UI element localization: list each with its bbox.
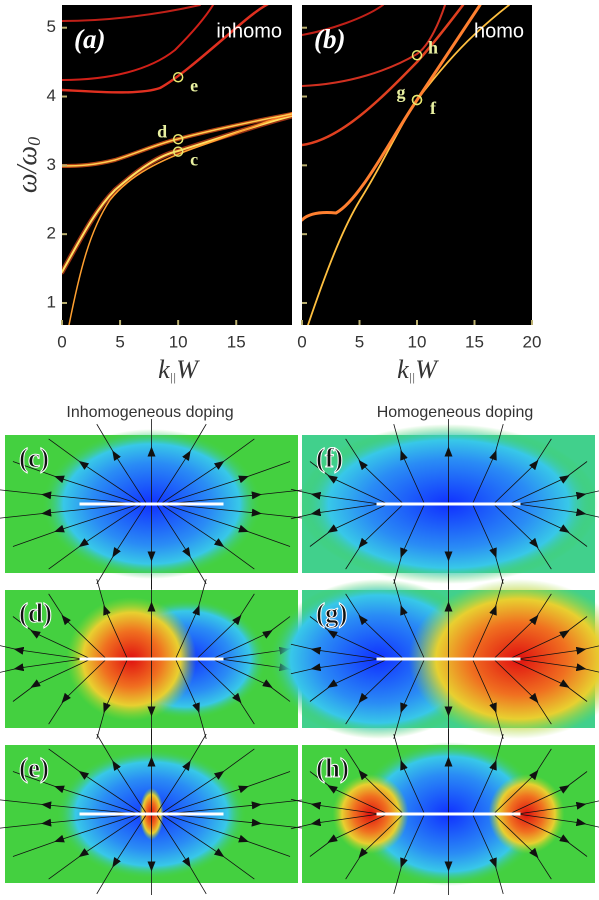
field-map: (h) (291, 729, 599, 895)
column-title: Inhomogeneous doping (66, 404, 233, 421)
x-tick-label: 20 (523, 332, 542, 351)
point-label: g (397, 82, 406, 102)
field-map: (e) (0, 729, 309, 895)
point-label: h (428, 37, 438, 57)
x-tick-label: 10 (169, 332, 188, 351)
field-map: (d) (0, 574, 309, 744)
panel-label: (a) (74, 24, 105, 54)
map-label: (d) (19, 598, 52, 628)
map-label: (c) (19, 443, 49, 473)
point-label: d (157, 121, 167, 141)
panel-tag: homo (474, 20, 524, 42)
y-tick-label: 2 (47, 224, 56, 243)
x-tick-label: 15 (465, 332, 484, 351)
map-label: (h) (316, 753, 349, 783)
x-tick-label: 15 (227, 332, 246, 351)
x-axis-label: k||W (158, 355, 200, 384)
y-tick-label: 4 (47, 86, 56, 105)
point-label: e (190, 75, 198, 95)
map-label: (f) (316, 443, 343, 473)
panel-label: (b) (314, 24, 345, 54)
y-axis-label: ω/ω0 (12, 137, 44, 193)
panel-tag: inhomo (216, 20, 282, 42)
x-tick-label: 5 (115, 332, 124, 351)
y-tick-label: 1 (47, 292, 56, 311)
column-title: Homogeneous doping (377, 404, 534, 421)
y-tick-label: 5 (47, 17, 56, 36)
x-tick-label: 0 (57, 332, 66, 351)
map-label: (e) (19, 753, 49, 783)
x-tick-label: 0 (297, 332, 306, 351)
point-label: c (190, 150, 198, 170)
field-map: (g) (269, 574, 599, 744)
x-tick-label: 10 (408, 332, 427, 351)
y-tick-label: 3 (47, 155, 56, 174)
field-map: (c) (0, 419, 309, 589)
map-label: (g) (316, 598, 347, 628)
field-map: (f) (291, 419, 599, 589)
point-label: f (430, 98, 437, 118)
x-tick-label: 5 (355, 332, 364, 351)
x-axis-label: k||W (397, 355, 439, 384)
